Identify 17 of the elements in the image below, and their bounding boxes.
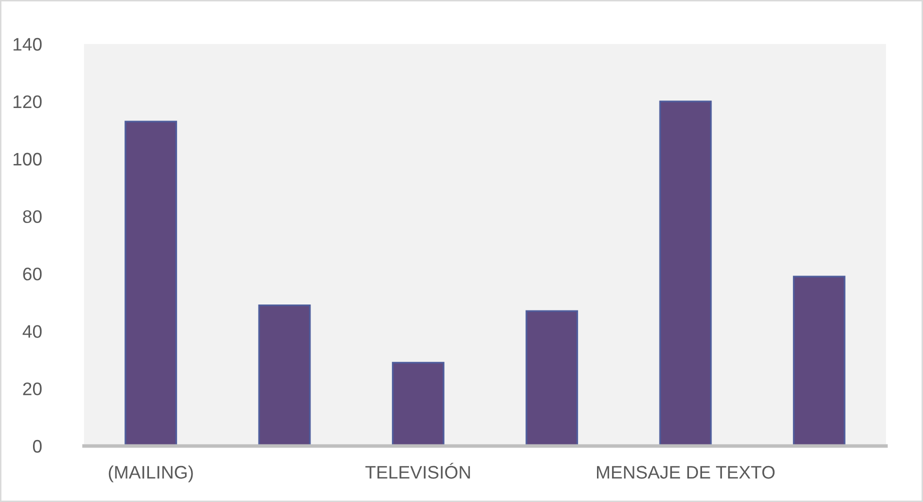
x-tick-label: MENSAJE DE TEXTO (597, 466, 775, 479)
y-tick-label: 140 (14, 38, 42, 51)
y-tick-label: 40 (22, 325, 42, 338)
y-tick-label: 80 (23, 210, 42, 224)
bar (659, 100, 712, 446)
x-tick-label: (MAILING) (108, 465, 193, 482)
bar (526, 310, 578, 446)
y-tick-label: 120 (14, 95, 42, 108)
y-tick-label: 0 (33, 440, 42, 453)
bar (124, 120, 178, 446)
y-tick-label: 20 (23, 382, 42, 396)
y-tick-label: 100 (14, 152, 42, 166)
bar (792, 276, 846, 446)
x-tick-label: TELEVISIÓN (365, 462, 470, 479)
bar (258, 304, 311, 446)
bar (392, 362, 444, 446)
y-tick-label: 60 (23, 268, 42, 280)
